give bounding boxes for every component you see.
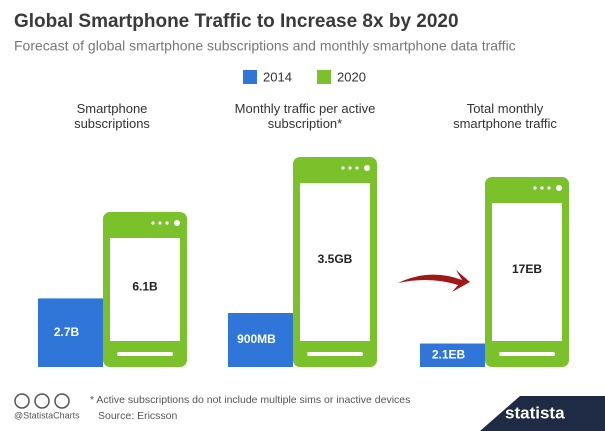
value-label: 2.1EB xyxy=(432,347,466,361)
legend-swatch xyxy=(317,70,331,84)
source: Source: Ericsson xyxy=(98,410,178,422)
phone-dot xyxy=(151,221,155,225)
value-label: 3.5GB xyxy=(318,252,353,266)
phone-button xyxy=(117,352,173,356)
value-label: 900MB xyxy=(237,332,276,346)
phone-dot xyxy=(341,166,345,170)
category-label: Smartphone subscriptions xyxy=(74,101,150,131)
phone-dot xyxy=(348,166,352,170)
legend-label: 2020 xyxy=(337,69,366,84)
phone-button xyxy=(307,352,363,356)
phone-button xyxy=(499,352,555,356)
value-label: 2.7B xyxy=(54,325,80,339)
bar xyxy=(38,298,103,367)
phone-dot xyxy=(355,166,359,170)
phone-camera xyxy=(364,165,370,171)
legend-label: 2014 xyxy=(263,69,292,84)
value-label: 17EB xyxy=(512,262,542,276)
chart-subtitle: Forecast of global smartphone subscripti… xyxy=(14,38,516,54)
legend-swatch xyxy=(243,70,257,84)
arrow xyxy=(398,270,470,292)
phone-dot xyxy=(165,221,169,225)
brand-bg xyxy=(480,396,605,431)
phone-dot xyxy=(533,186,537,190)
cc-icons xyxy=(14,393,70,409)
phone-dot xyxy=(547,186,551,190)
chart-title: Global Smartphone Traffic to Increase 8x… xyxy=(14,11,459,32)
bar xyxy=(420,343,485,367)
bar xyxy=(228,313,293,367)
credit: @StatistaCharts xyxy=(14,410,80,420)
brand: statista xyxy=(505,403,565,422)
phone-screen xyxy=(110,238,180,341)
phone-dot xyxy=(540,186,544,190)
phone-camera xyxy=(556,185,562,191)
footnote: * Active subscriptions do not include mu… xyxy=(90,394,410,406)
category-label: Monthly traffic per active subscription* xyxy=(234,101,376,131)
value-label: 6.1B xyxy=(132,280,158,294)
category-label: Total monthly smartphone traffic xyxy=(453,101,557,131)
phone-camera xyxy=(174,220,180,226)
phone-screen xyxy=(492,203,562,341)
phone-screen xyxy=(300,183,370,341)
phone-dot xyxy=(158,221,162,225)
